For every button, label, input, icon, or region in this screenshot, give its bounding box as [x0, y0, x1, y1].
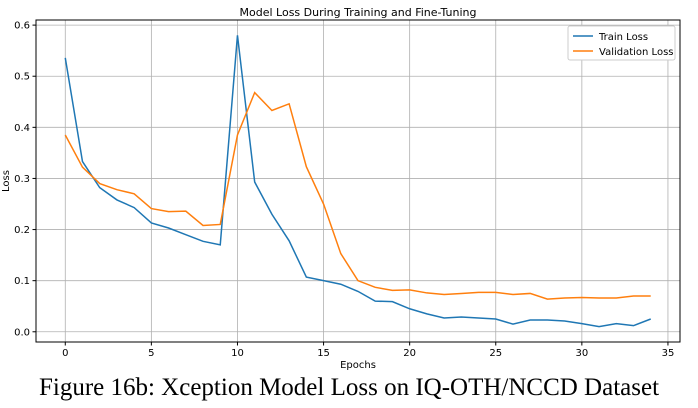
y-axis-label: Loss: [1, 170, 12, 192]
x-tick-label: 5: [148, 348, 154, 359]
x-tick-label: 30: [575, 348, 588, 359]
x-axis-label: Epochs: [340, 360, 376, 370]
x-tick-label: 15: [317, 348, 330, 359]
y-tick-label: 0.2: [14, 225, 30, 236]
figure-caption: Figure 16b: Xception Model Loss on IQ-OT…: [38, 374, 660, 401]
plot-frame: [35, 19, 681, 343]
y-tick-label: 0.1: [14, 276, 30, 287]
loss-chart: Model Loss During Training and Fine-Tuni…: [1, 6, 681, 370]
y-tick-label: 0.6: [14, 21, 30, 32]
train-loss-line: [64, 35, 651, 328]
y-tick-label: 0.4: [14, 123, 30, 134]
x-tick-label: 35: [662, 348, 675, 359]
legend: Train Loss Validation Loss: [567, 25, 676, 61]
y-tick-label: 0.3: [14, 174, 30, 185]
x-tick-label: 25: [489, 348, 502, 359]
y-tick-label: 0.5: [14, 72, 30, 83]
x-tick-label: 0: [62, 348, 68, 359]
chart-title: Model Loss During Training and Fine-Tuni…: [240, 6, 477, 19]
y-tick-label: 0.0: [14, 327, 30, 338]
x-tick-label: 10: [231, 348, 244, 359]
legend-label-validation: Validation Loss: [599, 47, 674, 58]
validation-loss-line: [64, 91, 651, 300]
legend-label-train: Train Loss: [598, 32, 648, 43]
x-tick-label: 20: [403, 348, 416, 359]
